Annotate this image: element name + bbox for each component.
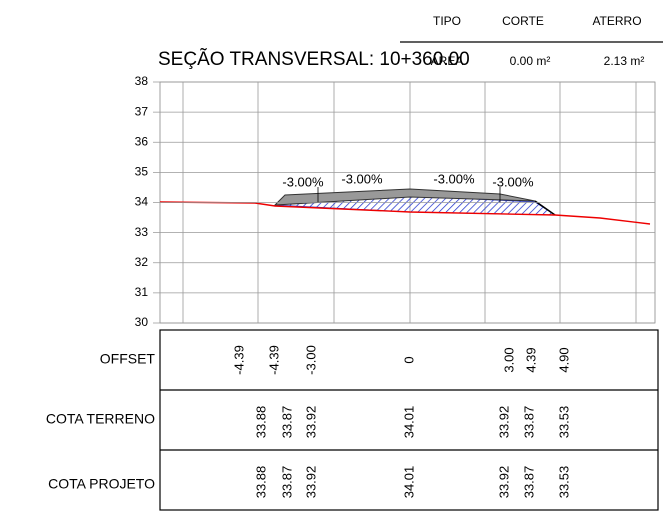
y-tick-label: 30: [135, 315, 149, 329]
cell: 33.87: [279, 406, 294, 439]
header-cell: 2.13 m²: [604, 54, 645, 68]
header-column: ATERRO: [592, 14, 641, 28]
slope-label: -3.00%: [282, 174, 324, 189]
row-label: COTA TERRENO: [46, 411, 155, 427]
y-tick-label: 35: [135, 165, 149, 179]
cell: 4.39: [523, 347, 538, 372]
header-cell: 0.00 m²: [510, 54, 551, 68]
cell: 34.01: [401, 466, 416, 499]
slope-label: -3.00%: [341, 171, 383, 186]
cell: 33.53: [556, 466, 571, 499]
plot: -3.00% -3.00% -3.00% -3.00%: [159, 81, 656, 324]
data-table: [159, 329, 659, 511]
cell: 33.92: [496, 406, 511, 439]
cell: -4.39: [231, 345, 246, 375]
cell: 33.88: [253, 406, 268, 439]
cell: 33.87: [521, 466, 536, 499]
slope-label: -3.00%: [492, 174, 534, 189]
cell: 33.87: [279, 466, 294, 499]
row-label: OFFSET: [100, 351, 156, 367]
cell: -4.39: [266, 345, 281, 375]
cell: 34.01: [401, 406, 416, 439]
cell: 33.53: [556, 406, 571, 439]
slope-label: -3.00%: [433, 171, 475, 186]
cell: -3.00: [303, 345, 318, 375]
cell: 33.87: [521, 406, 536, 439]
cell: 33.92: [303, 406, 318, 439]
y-tick-label: 31: [135, 285, 149, 299]
slope-line: [534, 200, 556, 216]
row-label: COTA PROJETO: [48, 476, 155, 492]
header-column: TIPO: [433, 14, 461, 28]
cell: 33.92: [496, 466, 511, 499]
cell: 4.90: [556, 347, 571, 372]
title: SEÇÃO TRANSVERSAL: 10+360.00: [158, 48, 470, 70]
cell: 3.00: [501, 347, 516, 372]
header-column: CORTE: [502, 14, 544, 28]
y-tick-label: 37: [135, 104, 149, 118]
cell: 33.88: [253, 466, 268, 499]
y-tick-label: 34: [135, 195, 149, 209]
y-tick-label: 33: [135, 225, 149, 239]
cell: 33.92: [303, 466, 318, 499]
y-tick-label: 38: [135, 74, 149, 88]
header-cell: ÁREA: [431, 53, 464, 68]
terrain-line: [159, 201, 651, 225]
y-tick-label: 32: [135, 255, 149, 269]
cell: 0: [401, 356, 416, 363]
y-tick-label: 36: [135, 134, 149, 148]
